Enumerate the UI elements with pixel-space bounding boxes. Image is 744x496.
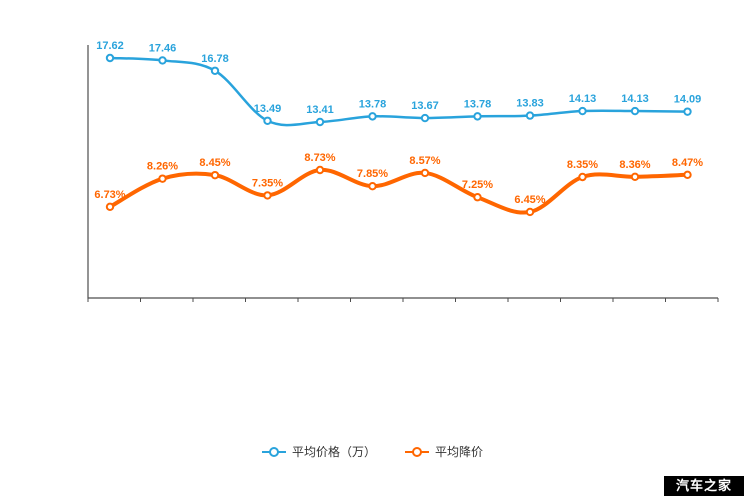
data-label: 8.36% <box>619 159 650 171</box>
line-series-marker-icon <box>405 446 429 457</box>
data-label: 13.83 <box>516 98 544 110</box>
data-point-marker <box>158 174 167 183</box>
data-label: 13.41 <box>306 104 334 116</box>
data-label: 14.13 <box>621 93 649 105</box>
data-point-marker <box>578 106 587 116</box>
data-point-marker <box>210 66 220 75</box>
data-point-marker <box>473 112 482 121</box>
legend-item-avg-price[interactable]: 平均价格（万） <box>261 443 376 460</box>
data-point-marker <box>525 111 535 120</box>
data-label: 13.49 <box>254 103 282 115</box>
data-label: 8.57% <box>409 155 440 167</box>
data-point-marker <box>263 116 272 125</box>
data-point-marker <box>368 112 377 121</box>
data-label: 17.62 <box>96 40 124 52</box>
data-point-marker <box>473 193 482 202</box>
data-point-marker <box>578 172 587 182</box>
data-point-marker <box>315 165 325 175</box>
data-label: 6.73% <box>94 189 125 201</box>
data-label: 13.67 <box>411 100 439 112</box>
data-point-marker <box>630 172 640 182</box>
data-label: 14.13 <box>569 93 597 105</box>
data-point-marker <box>420 168 430 178</box>
series-line-0 <box>108 56 689 127</box>
data-point-marker <box>368 181 377 191</box>
legend-item-label: 平均降价 <box>435 445 484 459</box>
data-label: 7.25% <box>462 179 493 191</box>
data-point-marker <box>105 202 115 212</box>
data-point-marker <box>525 207 535 217</box>
data-point-marker <box>315 117 325 127</box>
data-label: 8.47% <box>672 157 703 169</box>
data-point-marker <box>210 170 220 180</box>
data-label: 16.78 <box>201 53 229 65</box>
data-label: 13.78 <box>359 98 387 110</box>
data-label: 17.46 <box>149 42 177 54</box>
line-series-marker-icon <box>261 446 286 457</box>
line-chart-svg: 17.62 17.46 16.78 13.49 13.41 13.78 13.67 13.78… <box>87 40 719 302</box>
data-label: 7.35% <box>252 177 283 189</box>
data-label: 8.35% <box>567 159 598 171</box>
data-label: 8.73% <box>304 152 335 164</box>
data-point-marker <box>683 107 692 116</box>
data-label: 6.45% <box>514 194 545 206</box>
data-point-marker <box>105 53 115 63</box>
data-label: 8.45% <box>199 157 230 169</box>
legend-item-label: 平均价格（万） <box>291 445 376 459</box>
data-label: 7.85% <box>357 168 388 180</box>
data-point-marker <box>263 191 272 200</box>
legend-item-avg-discount[interactable]: 平均降价 <box>404 443 483 460</box>
data-point-marker <box>420 113 430 123</box>
data-label: 8.26% <box>147 161 178 173</box>
axis-lines <box>87 45 718 299</box>
watermark: 汽车之家 <box>663 476 744 496</box>
chart-legend: 平均价格（万） 平均降价 <box>0 443 744 460</box>
data-label: 13.78 <box>464 98 492 110</box>
series-line-1 <box>108 167 690 215</box>
watermark-text: 汽车之家 <box>675 478 732 493</box>
data-point-marker <box>158 56 167 65</box>
data-point-marker <box>683 170 692 179</box>
data-point-marker <box>630 106 640 116</box>
data-label: 14.09 <box>674 94 702 106</box>
